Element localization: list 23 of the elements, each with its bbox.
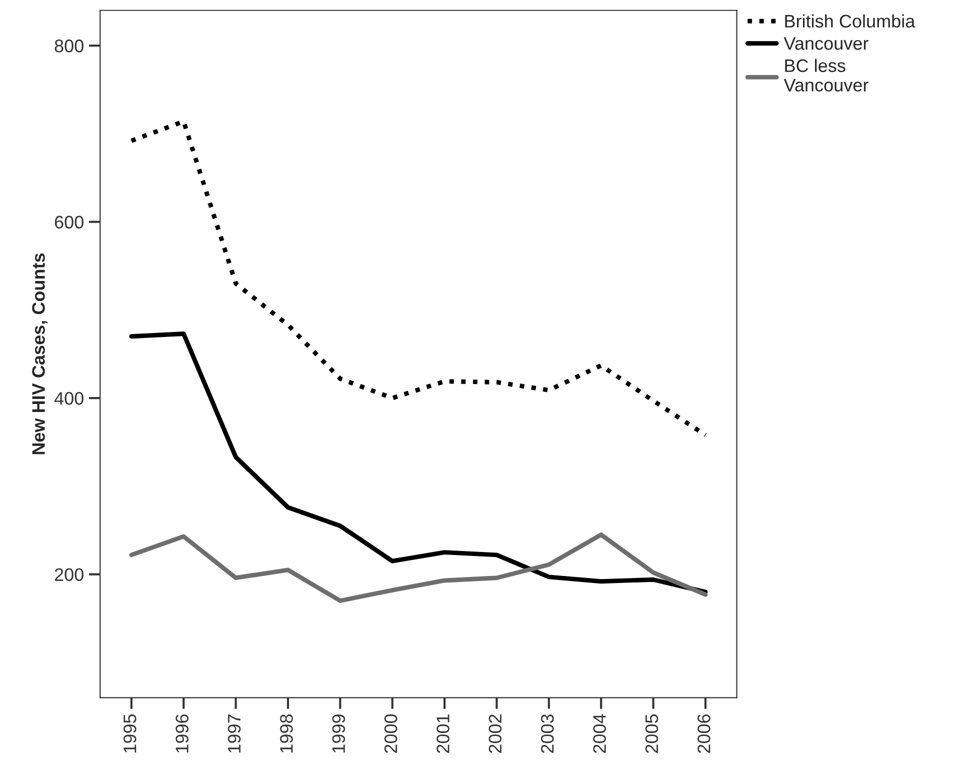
y-tick-label: 400 <box>54 392 84 405</box>
x-tick-label: 1999 <box>332 714 346 752</box>
y-tick-label: 600 <box>54 216 84 229</box>
y-tick-label: 800 <box>54 40 84 52</box>
x-tick-label: 2005 <box>645 714 658 753</box>
line-series <box>129 532 708 603</box>
x-tick-label: 2001 <box>436 714 450 753</box>
x-tick-label: 1998 <box>280 714 293 752</box>
x-tick-label: 1996 <box>176 714 188 752</box>
x-tick-label: 1995 <box>123 714 136 752</box>
line-series <box>129 332 708 594</box>
legend-label: BC less Vancouver <box>784 58 868 92</box>
y-tick-label: 200 <box>54 568 84 582</box>
legend-label: Vancouver <box>784 37 868 50</box>
legend-label: British Columbia <box>785 14 916 28</box>
x-tick-label: 1997 <box>228 714 241 752</box>
y-axis-title: New HIV Cases, Counts <box>32 253 48 454</box>
line-series <box>129 119 708 438</box>
x-tick-label: 2000 <box>384 714 398 753</box>
x-tick-label: 2003 <box>540 714 554 753</box>
x-tick-label: 2006 <box>698 714 710 753</box>
x-tick-label: 2002 <box>488 714 502 753</box>
x-tick-label: 2004 <box>593 714 606 753</box>
